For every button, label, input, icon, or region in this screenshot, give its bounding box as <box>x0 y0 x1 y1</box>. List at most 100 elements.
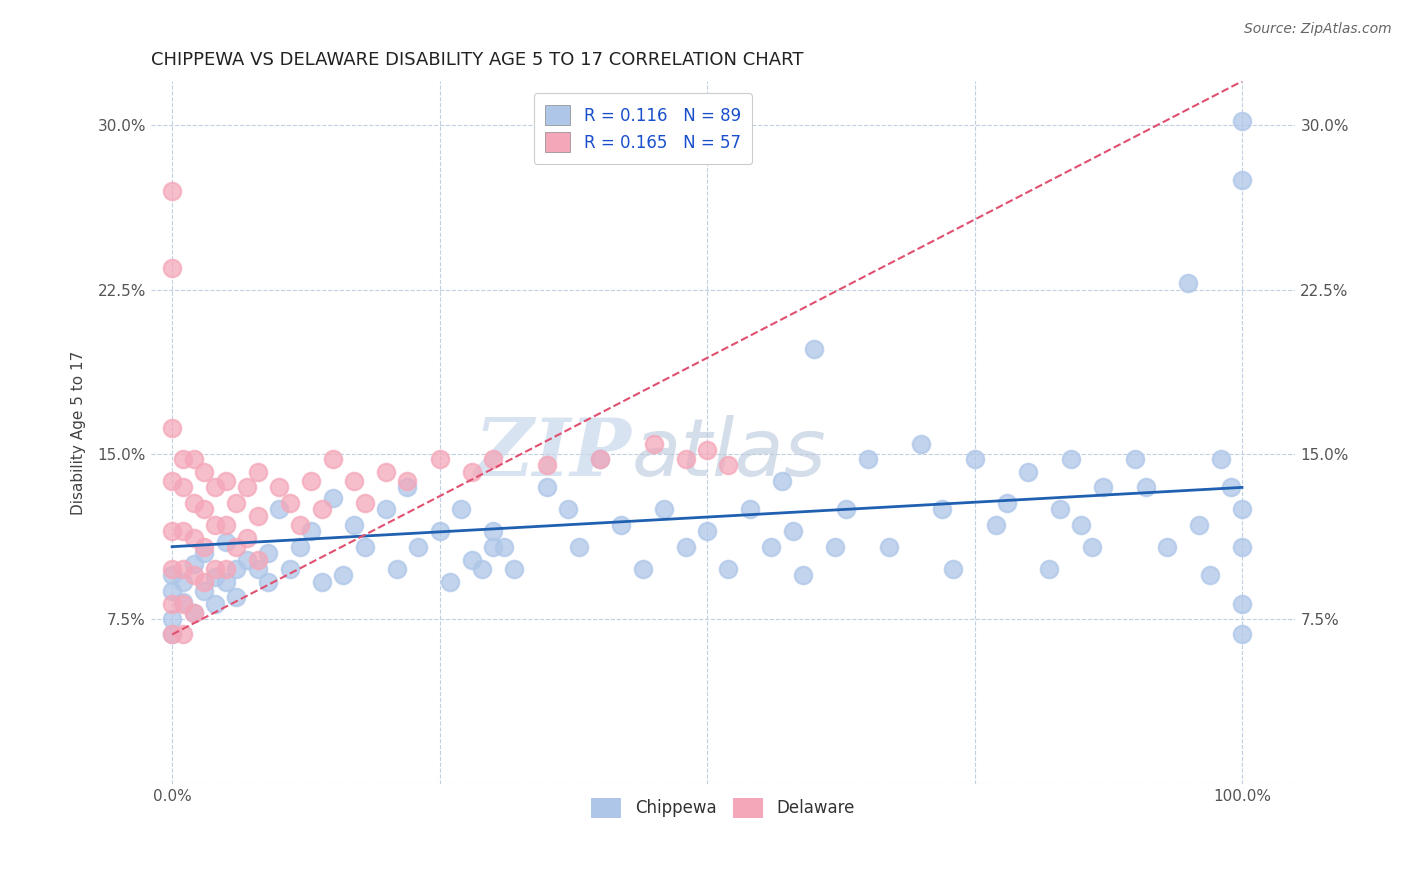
Point <box>1091 480 1114 494</box>
Point <box>311 574 333 589</box>
Point <box>172 451 194 466</box>
Point <box>290 540 312 554</box>
Point <box>236 553 259 567</box>
Point <box>1135 480 1157 494</box>
Point <box>1081 540 1104 554</box>
Point <box>385 561 408 575</box>
Point <box>311 502 333 516</box>
Point <box>1230 627 1253 641</box>
Point <box>160 597 183 611</box>
Point <box>856 451 879 466</box>
Point <box>482 524 505 539</box>
Point <box>183 531 205 545</box>
Point <box>557 502 579 516</box>
Point <box>675 451 697 466</box>
Point <box>172 627 194 641</box>
Point <box>1230 540 1253 554</box>
Point <box>214 517 236 532</box>
Point <box>717 458 740 473</box>
Point <box>172 574 194 589</box>
Point <box>160 627 183 641</box>
Point <box>696 443 718 458</box>
Point <box>225 540 247 554</box>
Point <box>568 540 591 554</box>
Point <box>910 436 932 450</box>
Point <box>482 540 505 554</box>
Point <box>536 480 558 494</box>
Point <box>675 540 697 554</box>
Point <box>183 451 205 466</box>
Point <box>269 502 291 516</box>
Point <box>183 558 205 572</box>
Point <box>589 451 612 466</box>
Point <box>193 583 215 598</box>
Point <box>160 474 183 488</box>
Point <box>204 480 226 494</box>
Point <box>931 502 953 516</box>
Point <box>204 517 226 532</box>
Point <box>214 574 236 589</box>
Point <box>1038 561 1060 575</box>
Point <box>406 540 429 554</box>
Point <box>1209 451 1232 466</box>
Point <box>610 517 633 532</box>
Point <box>160 421 183 435</box>
Point <box>1060 451 1083 466</box>
Point <box>332 568 354 582</box>
Point <box>792 568 814 582</box>
Point <box>492 540 515 554</box>
Point <box>278 561 301 575</box>
Point <box>770 474 793 488</box>
Point <box>375 502 398 516</box>
Point <box>246 465 269 479</box>
Point <box>183 606 205 620</box>
Point <box>429 451 451 466</box>
Point <box>299 474 322 488</box>
Point <box>246 508 269 523</box>
Point <box>396 480 419 494</box>
Point <box>236 531 259 545</box>
Point <box>1070 517 1092 532</box>
Point <box>396 474 419 488</box>
Point <box>160 260 183 275</box>
Point <box>290 517 312 532</box>
Point <box>536 458 558 473</box>
Point <box>183 606 205 620</box>
Point <box>204 597 226 611</box>
Legend: Chippewa, Delaware: Chippewa, Delaware <box>585 791 862 824</box>
Point <box>214 474 236 488</box>
Point <box>343 474 366 488</box>
Point <box>278 496 301 510</box>
Point <box>172 480 194 494</box>
Point <box>160 583 183 598</box>
Point <box>1220 480 1243 494</box>
Point <box>214 535 236 549</box>
Point <box>782 524 804 539</box>
Point <box>696 524 718 539</box>
Point <box>172 561 194 575</box>
Text: Source: ZipAtlas.com: Source: ZipAtlas.com <box>1244 22 1392 37</box>
Point <box>460 553 482 567</box>
Point <box>225 496 247 510</box>
Point <box>1230 173 1253 187</box>
Point <box>717 561 740 575</box>
Point <box>193 546 215 560</box>
Point <box>942 561 965 575</box>
Point <box>643 436 665 450</box>
Point <box>375 465 398 479</box>
Point <box>204 561 226 575</box>
Point <box>1230 502 1253 516</box>
Point <box>353 496 375 510</box>
Point <box>299 524 322 539</box>
Point <box>471 561 494 575</box>
Point <box>172 594 194 608</box>
Point <box>257 574 280 589</box>
Point <box>1017 465 1039 479</box>
Point <box>1230 597 1253 611</box>
Point <box>1156 540 1178 554</box>
Point <box>353 540 375 554</box>
Point <box>652 502 675 516</box>
Point <box>193 465 215 479</box>
Point <box>204 570 226 584</box>
Point <box>439 574 461 589</box>
